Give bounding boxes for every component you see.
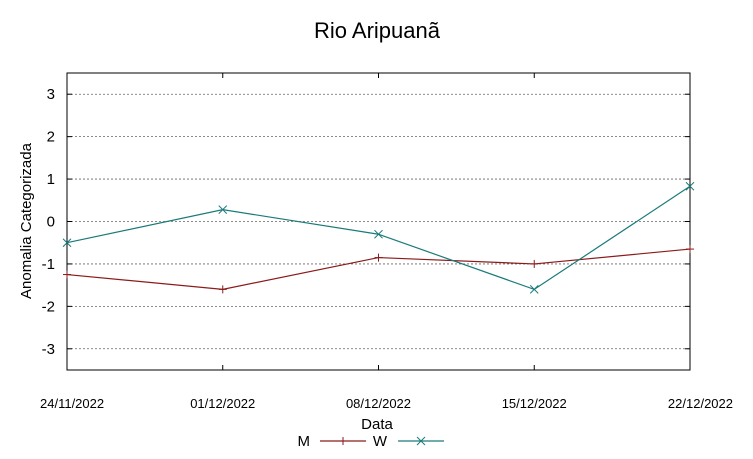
legend-label: M (298, 433, 311, 450)
plus-marker (218, 285, 227, 294)
y-tick-label: 2 (47, 129, 55, 146)
legend-item-W: W (373, 433, 444, 450)
x-marker (685, 181, 695, 191)
x-tick-label: 01/12/2022 (190, 396, 255, 411)
y-tick-label: -1 (42, 256, 55, 273)
y-tick-label: 1 (47, 171, 55, 188)
series-M (63, 245, 694, 294)
x-tick-label: 15/12/2022 (502, 396, 567, 411)
x-axis-label: Data (361, 416, 393, 433)
x-marker (374, 229, 383, 239)
chart-title: Rio Aripuanã (314, 18, 441, 43)
series-layer (62, 181, 695, 294)
x-tick-label: 08/12/2022 (346, 396, 411, 411)
x-axis: 24/11/2022 01/12/2022 08/12/2022 15/12/2022… (40, 73, 733, 411)
series-line (66, 185, 691, 291)
x-marker (218, 205, 228, 214)
x-marker (62, 238, 72, 248)
legend-label: W (373, 433, 388, 450)
series-W (62, 181, 695, 294)
x-tick-label: 22/12/2022 (668, 396, 733, 411)
legend-item-M: M (298, 433, 366, 450)
grid (67, 93, 690, 350)
plus-marker (339, 437, 347, 445)
x-marker (416, 436, 426, 446)
plus-marker (374, 253, 383, 262)
plus-marker (686, 245, 694, 254)
x-marker (529, 285, 539, 294)
y-tick-label: -3 (42, 341, 55, 358)
y-axis-label: Anomalia Categorizada (18, 142, 35, 299)
plus-marker (63, 270, 71, 279)
plus-marker (530, 259, 539, 268)
y-tick-label: -2 (42, 298, 55, 315)
x-tick-label: 24/11/2022 (40, 396, 104, 411)
y-tick-label: 0 (47, 214, 55, 231)
y-tick-label: 3 (47, 86, 55, 103)
y-axis: 3 2 1 0 -1 -2 -3 (42, 86, 690, 358)
